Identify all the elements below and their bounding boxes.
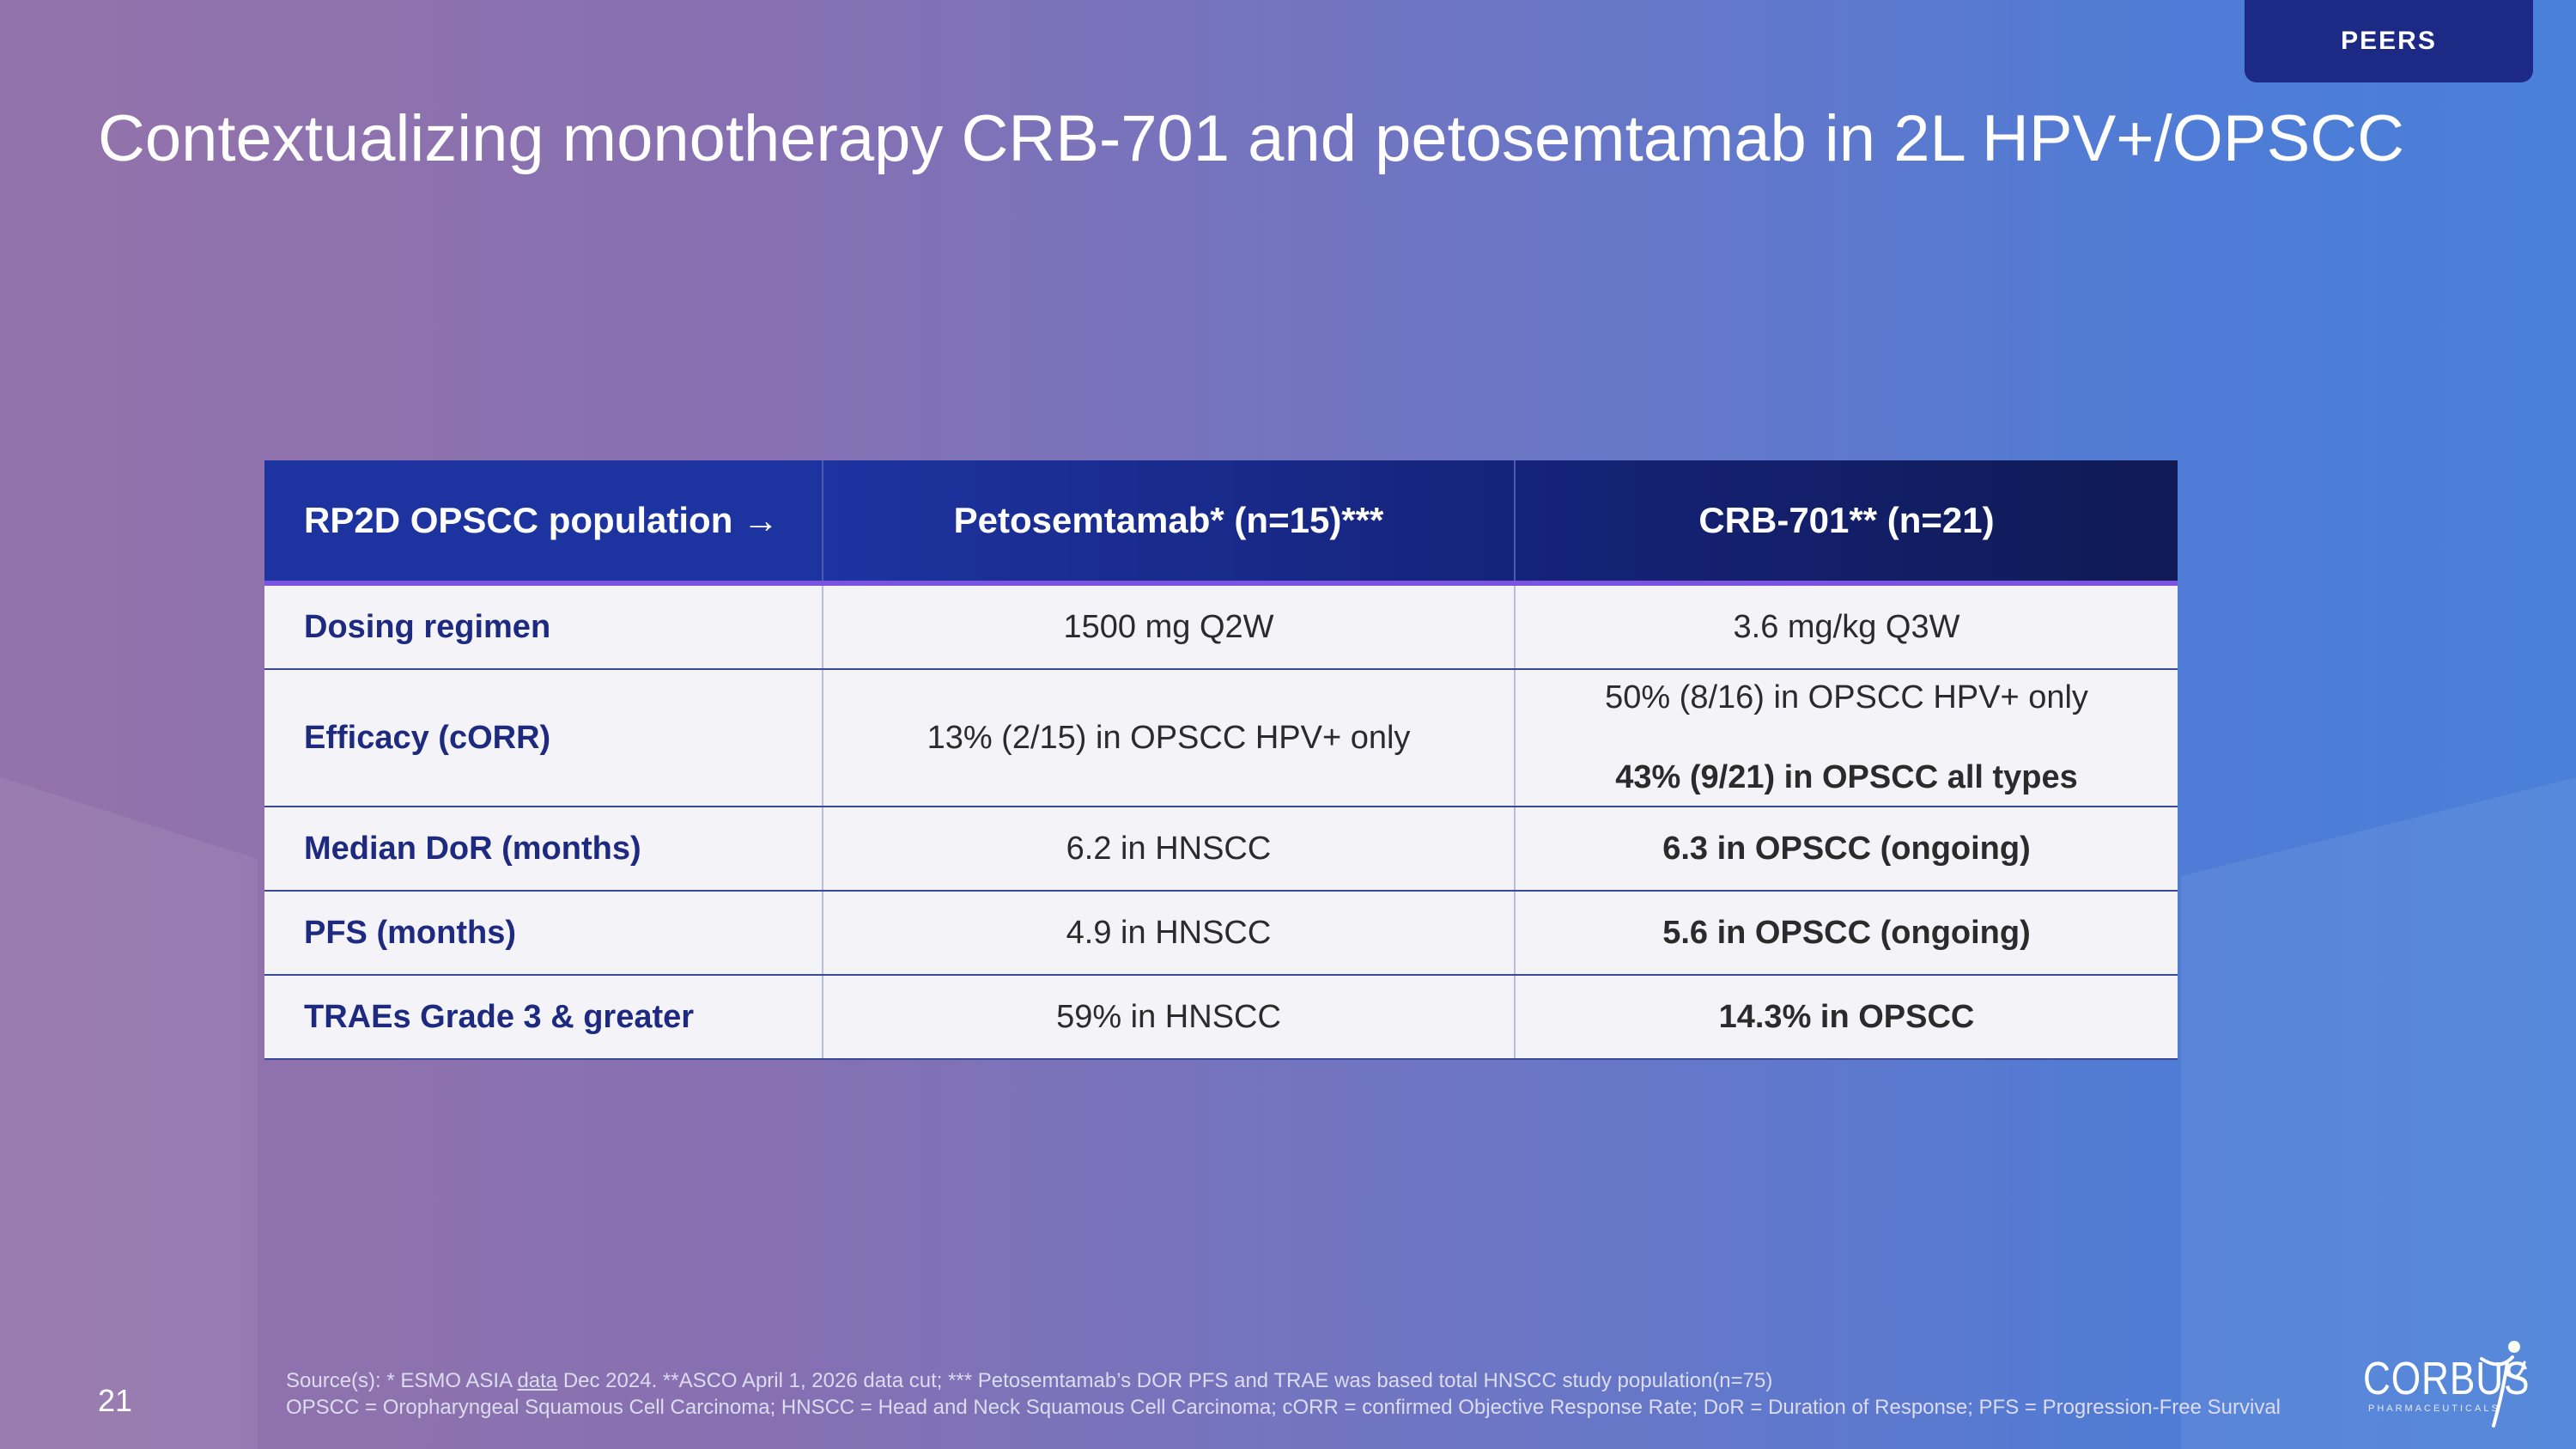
crb701-cell: 5.6 in OPSCC (ongoing)	[1515, 891, 2178, 976]
logo-subtitle: PHARMACEUTICALS	[2368, 1403, 2500, 1414]
petosemtamab-cell: 59% in HNSCC	[823, 975, 1516, 1060]
section-tag: PEERS	[2245, 0, 2533, 82]
row-label: Efficacy (cORR)	[264, 669, 823, 807]
table-row: Dosing regimen 1500 mg Q2W 3.6 mg/kg Q3W	[264, 583, 2178, 670]
table-header-row: RP2D OPSCC population → Petosemtamab* (n…	[264, 460, 2178, 586]
row-label: PFS (months)	[264, 891, 823, 976]
crb701-efficacy-hpv: 50% (8/16) in OPSCC HPV+ only	[1605, 679, 2088, 715]
petosemtamab-cell: 1500 mg Q2W	[823, 583, 1516, 670]
logo-figure-icon	[2480, 1341, 2526, 1428]
crb701-cell: 3.6 mg/kg Q3W	[1515, 583, 2178, 670]
source-data-link[interactable]: data	[517, 1369, 558, 1392]
crb701-cell: 6.3 in OPSCC (ongoing)	[1515, 807, 2178, 892]
row-label: TRAEs Grade 3 & greater	[264, 975, 823, 1060]
comparison-table: RP2D OPSCC population → Petosemtamab* (n…	[264, 460, 2178, 1060]
crb701-efficacy-all: 43% (9/21) in OPSCC all types	[1615, 759, 2078, 795]
source-prefix: Source(s): * ESMO ASIA	[286, 1369, 518, 1392]
petosemtamab-cell: 13% (2/15) in OPSCC HPV+ only	[823, 669, 1516, 807]
table-row: PFS (months) 4.9 in HNSCC 5.6 in OPSCC (…	[264, 891, 2178, 976]
petosemtamab-cell: 4.9 in HNSCC	[823, 891, 1516, 976]
source-note: Source(s): * ESMO ASIA data Dec 2024. **…	[286, 1367, 2281, 1394]
abbreviations-note: OPSCC = Oropharyngeal Squamous Cell Carc…	[286, 1396, 2281, 1419]
page-title: Contextualizing monotherapy CRB-701 and …	[98, 102, 2405, 175]
petosemtamab-cell: 6.2 in HNSCC	[823, 807, 1516, 892]
source-rest: Dec 2024. **ASCO April 1, 2026 data cut;…	[557, 1369, 1773, 1392]
column-header-population: RP2D OPSCC population →	[264, 460, 823, 586]
corbus-logo: CORBUS PHARMACEUTICALS	[2363, 1336, 2535, 1431]
crb701-cell: 50% (8/16) in OPSCC HPV+ only 43% (9/21)…	[1515, 669, 2178, 807]
table-row: TRAEs Grade 3 & greater 59% in HNSCC 14.…	[264, 975, 2178, 1060]
table-row: Median DoR (months) 6.2 in HNSCC 6.3 in …	[264, 807, 2178, 892]
footnotes: Source(s): * ESMO ASIA data Dec 2024. **…	[286, 1367, 2281, 1421]
crb701-cell: 14.3% in OPSCC	[1515, 975, 2178, 1060]
page-number: 21	[98, 1383, 133, 1418]
column-header-petosemtamab: Petosemtamab* (n=15)***	[823, 460, 1516, 586]
row-label: Median DoR (months)	[264, 807, 823, 892]
column-header-crb701: CRB-701** (n=21)	[1515, 460, 2178, 586]
table-row: Efficacy (cORR) 13% (2/15) in OPSCC HPV+…	[264, 669, 2178, 807]
row-label: Dosing regimen	[264, 583, 823, 670]
